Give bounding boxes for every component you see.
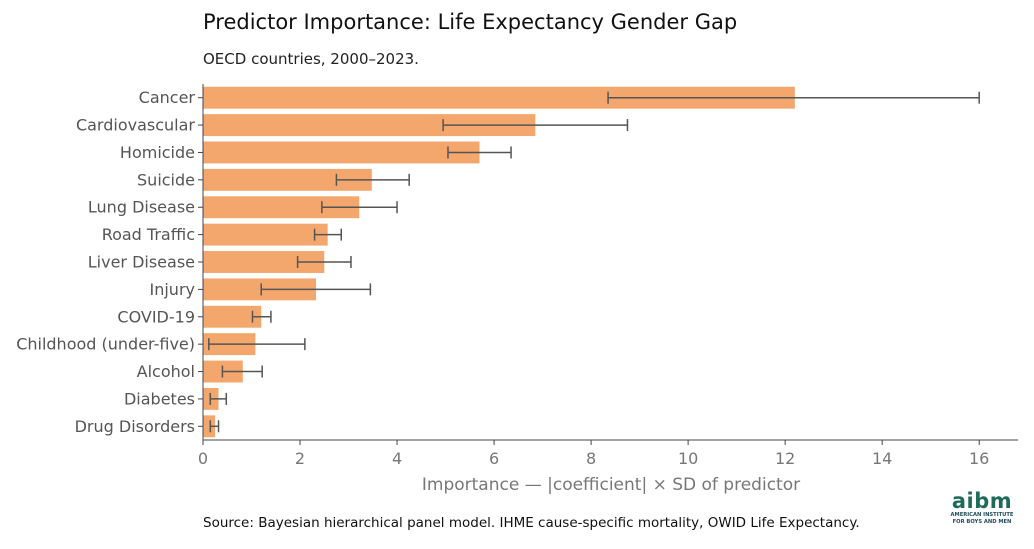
category-label-alcohol: Alcohol (137, 362, 195, 381)
x-tick-label: 2 (295, 449, 305, 468)
error-bar-liver-disease (296, 256, 352, 268)
bar-drug-disorders (203, 415, 216, 438)
bars-layer (203, 86, 795, 438)
error-bar-drug-disorders (209, 420, 220, 433)
category-label-covid-19: COVID-19 (117, 307, 195, 326)
category-label-lung-disease: Lung Disease (88, 198, 195, 217)
x-tick-label: 4 (392, 449, 402, 468)
bar-covid-19 (203, 305, 262, 328)
bar-cancer (203, 86, 795, 109)
error-bar-road-traffic (313, 228, 343, 241)
error-bar-lung-disease (321, 201, 398, 214)
x-axis-label: Importance — |coefficient| × SD of predi… (422, 475, 800, 495)
category-label-diabetes: Diabetes (124, 389, 195, 408)
x-tick-label: 0 (198, 449, 208, 468)
x-tick-label: 12 (775, 449, 795, 468)
category-label-road-traffic: Road Traffic (102, 225, 195, 244)
x-tick-label: 16 (969, 449, 989, 468)
category-label-drug-disorders: Drug Disorders (75, 417, 195, 436)
error-bar-cardiovascular (442, 119, 629, 132)
error-bar-covid-19 (251, 310, 272, 323)
category-label-cancer: Cancer (139, 88, 196, 107)
error-bar-homicide (447, 146, 512, 159)
x-tick-label: 14 (872, 449, 892, 468)
x-tick-label: 6 (489, 449, 499, 468)
category-label-homicide: Homicide (120, 143, 195, 162)
error-bar-diabetes (209, 392, 228, 405)
chart-subtitle: OECD countries, 2000–2023. (203, 50, 419, 68)
chart-title: Predictor Importance: Life Expectancy Ge… (203, 10, 738, 34)
category-label-suicide: Suicide (137, 170, 195, 189)
category-label-childhood-under-five: Childhood (under-five) (16, 335, 195, 354)
logo-tagline-2: FOR BOYS AND MEN (952, 519, 1012, 525)
bar-homicide (203, 141, 480, 164)
aibm-logo: aibm AMERICAN INSTITUTE FOR BOYS AND MEN (944, 490, 1020, 526)
bar-lung-disease (203, 196, 360, 219)
logo-tagline-1: AMERICAN INSTITUTE (950, 512, 1014, 518)
error-bar-injury (260, 283, 372, 296)
error-bar-alcohol (221, 365, 263, 378)
bar-injury (203, 278, 317, 301)
bar-suicide (203, 168, 372, 191)
bar-road-traffic (203, 223, 328, 246)
x-tick-label: 10 (678, 449, 698, 468)
error-bars-layer (208, 91, 980, 433)
bar-cardiovascular (203, 114, 536, 137)
x-tick-label: 8 (586, 449, 596, 468)
bar-liver-disease (203, 251, 325, 273)
error-bar-suicide (335, 173, 410, 186)
source-note: Source: Bayesian hierarchical panel mode… (203, 515, 860, 531)
error-bar-childhood-under-five (208, 338, 306, 351)
axes-layer (198, 84, 1018, 445)
error-bar-cancer (607, 91, 980, 104)
category-label-cardiovascular: Cardiovascular (76, 116, 195, 135)
category-label-injury: Injury (150, 280, 196, 299)
logo-wordmark: aibm (951, 489, 1013, 513)
category-label-liver-disease: Liver Disease (88, 253, 195, 272)
labels-layer: Cancer Cardiovascular Homicide Suicide Lung … (16, 88, 989, 468)
